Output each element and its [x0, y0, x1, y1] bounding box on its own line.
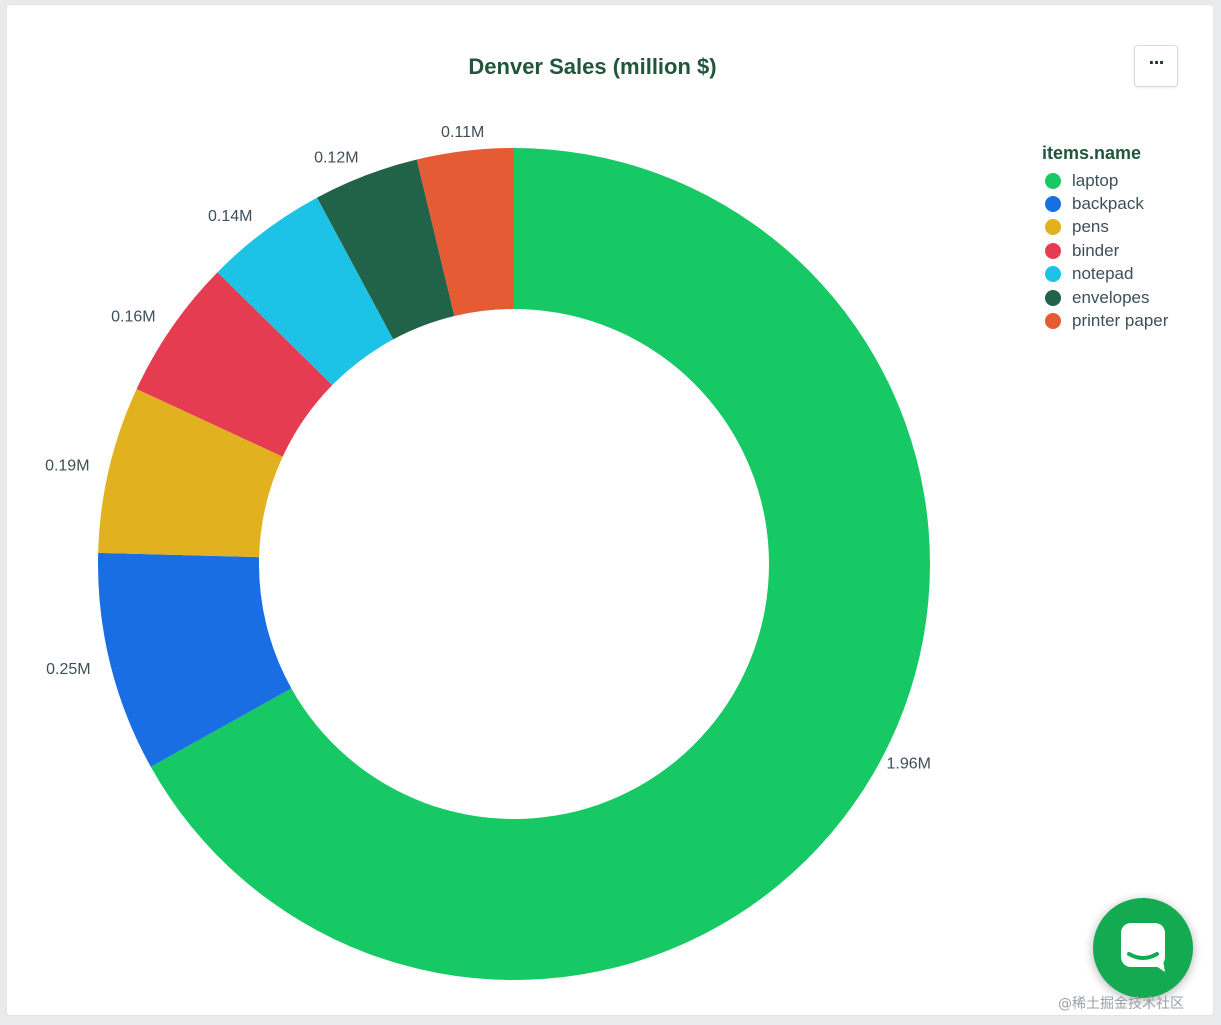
- legend-swatch: [1045, 266, 1061, 283]
- legend-label: binder: [1072, 240, 1120, 260]
- legend-label: printer paper: [1072, 311, 1169, 331]
- slice-envelopes[interactable]: [317, 159, 455, 340]
- chart-menu-button[interactable]: ···: [1134, 45, 1178, 87]
- chart-title: Denver Sales (million $): [468, 54, 717, 79]
- slice-printer-paper[interactable]: [416, 148, 514, 317]
- legend-label: backpack: [1072, 194, 1144, 214]
- chat-button[interactable]: [1093, 898, 1193, 998]
- legend-label: pens: [1072, 217, 1109, 237]
- slice-pens[interactable]: [98, 388, 283, 558]
- data-label-notepad: 0.14M: [208, 208, 252, 225]
- legend-title: items.name: [1042, 143, 1142, 163]
- legend-item-envelopes[interactable]: envelopes: [1042, 286, 1168, 309]
- legend-swatch: [1045, 242, 1061, 259]
- data-label-envelopes: 0.12M: [314, 150, 358, 167]
- legend-swatch: [1045, 313, 1061, 330]
- data-label-binder: 0.16M: [111, 309, 155, 326]
- legend-label: envelopes: [1072, 287, 1150, 307]
- data-label-pens: 0.19M: [45, 457, 89, 474]
- chat-icon: [1121, 923, 1165, 972]
- slice-notepad[interactable]: [217, 197, 394, 386]
- slice-binder[interactable]: [136, 272, 333, 457]
- legend-item-notepad[interactable]: notepad: [1042, 263, 1168, 286]
- data-label-laptop: 1.96M: [887, 755, 931, 772]
- watermark: @稀土掘金技术社区: [1058, 996, 1184, 1012]
- chart-legend: items.name laptop backpack pens binder notep…: [1042, 143, 1168, 333]
- legend-swatch: [1045, 196, 1061, 213]
- data-label-backpack: 0.25M: [46, 661, 90, 678]
- slice-laptop[interactable]: [150, 148, 930, 980]
- data-label-printer-paper: 0.11M: [441, 124, 484, 141]
- legend-label: notepad: [1072, 264, 1134, 284]
- more-options-icon: ···: [1148, 53, 1164, 72]
- legend-swatch: [1045, 172, 1061, 189]
- legend-swatch: [1045, 219, 1061, 236]
- legend-item-backpack[interactable]: backpack: [1042, 192, 1168, 215]
- legend-item-laptop[interactable]: laptop: [1042, 169, 1168, 192]
- legend-item-printer-paper[interactable]: printer paper: [1042, 309, 1168, 332]
- legend-swatch: [1045, 289, 1061, 306]
- legend-item-pens[interactable]: pens: [1042, 216, 1168, 239]
- legend-label: laptop: [1072, 170, 1119, 190]
- legend-items: laptop backpack pens binder notepad envelopes…: [1042, 169, 1168, 333]
- slice-backpack[interactable]: [97, 552, 292, 767]
- legend-item-binder[interactable]: binder: [1042, 239, 1168, 262]
